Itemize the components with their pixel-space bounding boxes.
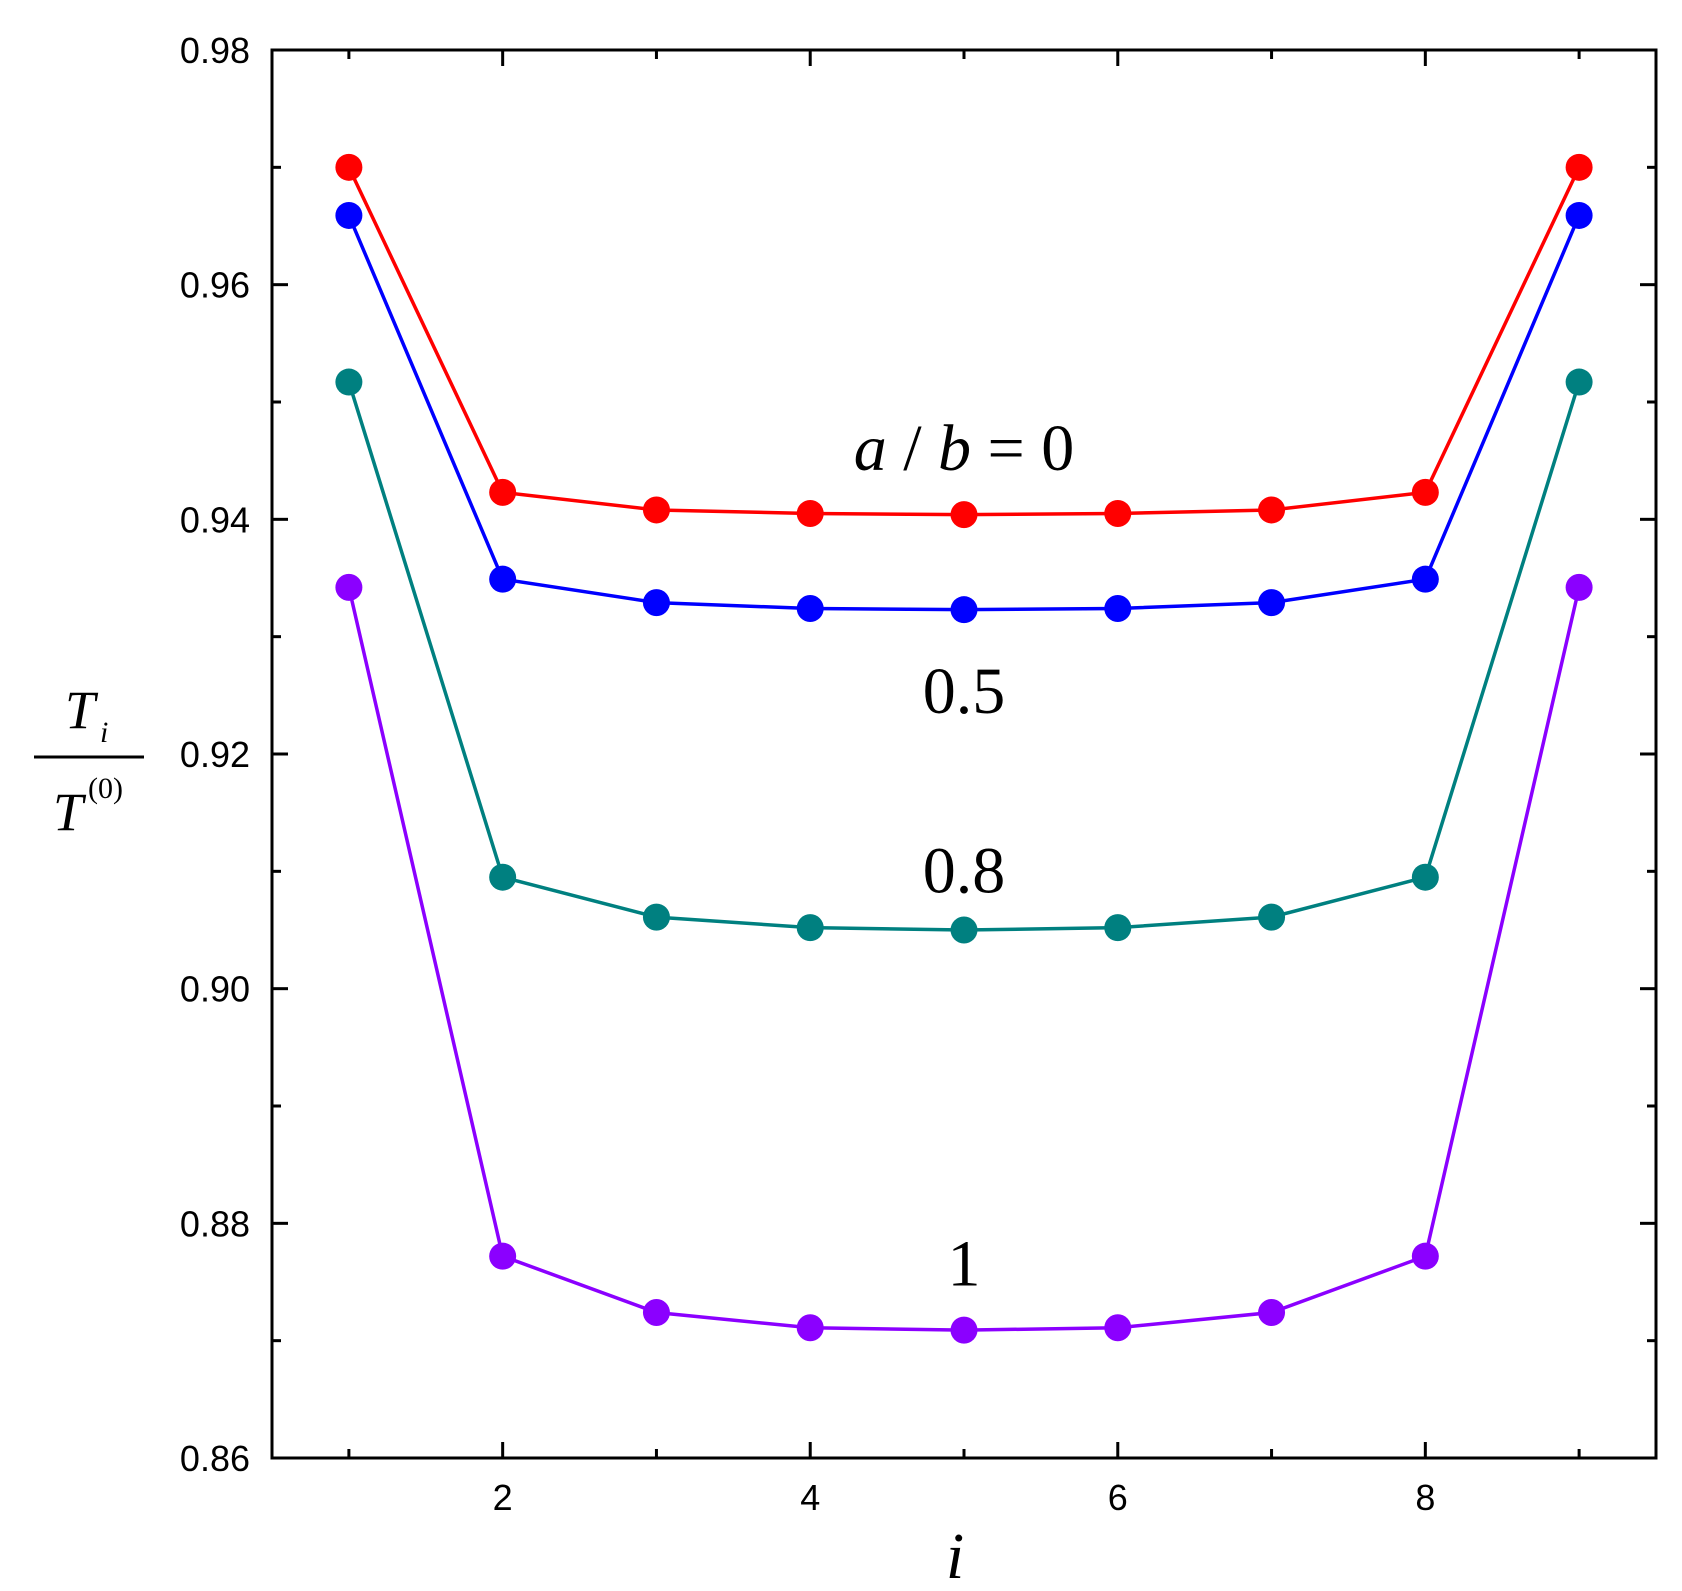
x-axis-label: i [946, 1520, 964, 1591]
data-point [1258, 496, 1286, 524]
series-0 [335, 153, 1593, 529]
data-point [335, 153, 363, 181]
series-group [335, 153, 1593, 1344]
y-tick-label: 0.94 [180, 499, 250, 540]
data-point [1565, 201, 1593, 229]
axis-ticks: 0.86 0.88 0.90 0.92 0.94 0.96 0.98 2 4 6 8 [180, 30, 1656, 1518]
x-tick-label: 8 [1415, 1477, 1435, 1518]
x-tick-label: 2 [493, 1477, 513, 1518]
y-label-numerator-sub: i [100, 716, 108, 749]
data-point [642, 589, 670, 617]
y-tick-label: 0.98 [180, 30, 250, 71]
data-point [1104, 499, 1132, 527]
data-point [796, 914, 824, 942]
series-annotation: a / b = 0 [854, 412, 1075, 485]
data-point [1565, 153, 1593, 181]
y-tick-label: 0.92 [180, 734, 250, 775]
data-point [1258, 1299, 1286, 1327]
y-axis-label: T i T (0) [34, 680, 144, 842]
data-point [950, 501, 978, 529]
data-point [642, 1299, 670, 1327]
data-point [489, 565, 517, 593]
data-point [1411, 565, 1439, 593]
y-tick-label: 0.86 [180, 1438, 250, 1479]
y-label-denominator: T [53, 782, 87, 842]
data-point [335, 201, 363, 229]
data-point [642, 903, 670, 931]
y-tick-label: 0.90 [180, 969, 250, 1010]
data-point [335, 573, 363, 601]
data-point [796, 595, 824, 623]
data-point [1104, 1314, 1132, 1342]
data-point [1258, 903, 1286, 931]
data-point [796, 1314, 824, 1342]
series-1 [335, 201, 1593, 624]
data-point [950, 1316, 978, 1344]
y-tick-label: 0.88 [180, 1203, 250, 1244]
data-point [489, 478, 517, 506]
x-tick-label: 4 [800, 1477, 820, 1518]
data-point [1411, 1242, 1439, 1270]
data-point [1565, 573, 1593, 601]
y-label-denominator-sup: (0) [88, 772, 123, 805]
data-point [642, 496, 670, 524]
data-point [1565, 368, 1593, 396]
annotations: a / b = 0 0.5 0.8 1 [854, 412, 1075, 1300]
data-point [1104, 595, 1132, 623]
data-point [335, 368, 363, 396]
series-annotation: 1 [948, 1228, 981, 1301]
series-annotation: 0.8 [923, 834, 1006, 907]
y-label-numerator: T [65, 680, 99, 740]
data-point [1104, 914, 1132, 942]
series-3 [335, 573, 1593, 1344]
data-point [950, 916, 978, 944]
series-annotation: 0.5 [923, 655, 1006, 728]
y-tick-label: 0.96 [180, 265, 250, 306]
data-point [950, 596, 978, 624]
series-2 [335, 368, 1593, 944]
data-point [796, 499, 824, 527]
data-point [489, 1242, 517, 1270]
data-point [489, 863, 517, 891]
data-point [1411, 863, 1439, 891]
x-tick-label: 6 [1108, 1477, 1128, 1518]
data-point [1258, 589, 1286, 617]
data-point [1411, 478, 1439, 506]
